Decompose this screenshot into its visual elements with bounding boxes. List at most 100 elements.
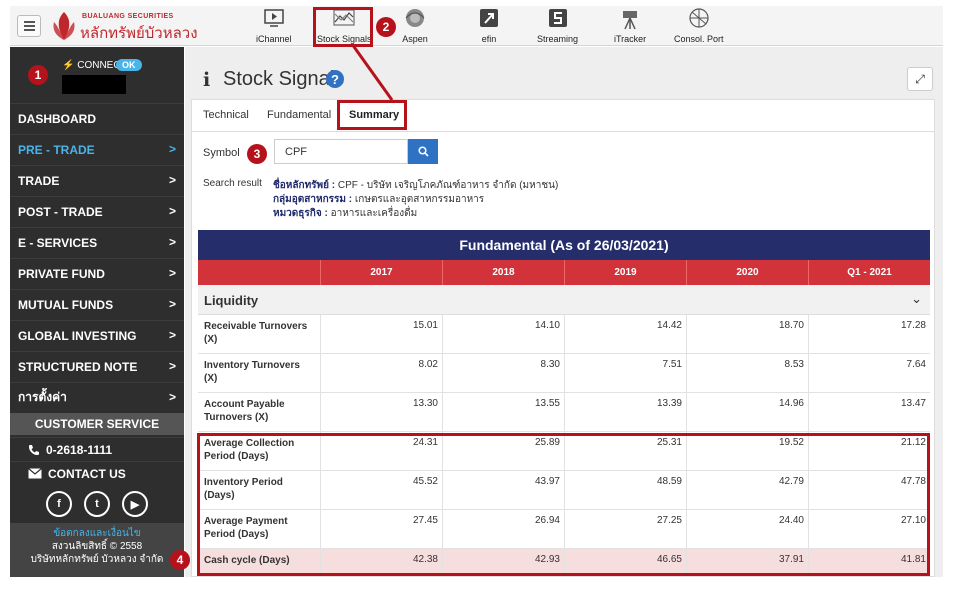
- chevron-down-icon: ⌄: [911, 291, 922, 306]
- tool-consol-port[interactable]: Consol. Port: [674, 8, 724, 44]
- column-header: 2019: [564, 260, 686, 285]
- table-row: Inventory Period (Days) 45.52 43.97 48.5…: [198, 471, 930, 510]
- page-title: Stock Signals: [223, 68, 345, 90]
- signals-icon: [333, 9, 355, 26]
- aspen-icon: [405, 9, 425, 27]
- company-text: บริษัทหลักทรัพย์ บัวหลวง จำกัด: [30, 554, 164, 565]
- main-content: i Stock Signals ? ⤢ Technical Fundamenta…: [185, 47, 943, 577]
- table-header-row: 2017 2018 2019 2020 Q1 - 2021: [198, 260, 930, 285]
- tool-label: Stock Signals: [317, 34, 372, 44]
- tab-fundamental[interactable]: Fundamental: [267, 109, 332, 121]
- search-result-industry: กลุ่มอุตสาหกรรม : เกษตรและอุตสาหกรรมอาหา…: [273, 194, 485, 205]
- search-icon: [417, 146, 429, 157]
- column-header: [198, 260, 320, 285]
- tool-label: Streaming: [537, 34, 579, 44]
- highlight-box-stock-signals: [313, 7, 373, 47]
- chevron-right-icon: >: [168, 204, 176, 218]
- brand-name-th: หลักทรัพย์บัวหลวง: [80, 25, 198, 42]
- search-button[interactable]: [408, 139, 438, 164]
- consol-port-icon: [689, 8, 709, 28]
- tool-label: Consol. Port: [674, 34, 724, 44]
- tool-aspen[interactable]: Aspen: [402, 8, 428, 44]
- tool-label: efin: [481, 34, 497, 44]
- chevron-right-icon: >: [168, 173, 176, 187]
- help-icon[interactable]: ?: [326, 70, 344, 88]
- sidebar-item-pre-trade[interactable]: PRE - TRADE >: [10, 134, 184, 164]
- sidebar-item-trade[interactable]: TRADE >: [10, 165, 184, 195]
- sidebar-footer: ข้อตกลงและเงื่อนไข สงวนลิขสิทธิ์ © 2558 …: [10, 523, 184, 577]
- tool-efin[interactable]: efin: [476, 8, 502, 44]
- tool-streaming[interactable]: Streaming: [537, 8, 578, 44]
- copyright-text: สงวนลิขสิทธิ์ © 2558: [51, 541, 143, 552]
- column-header: 2017: [320, 260, 442, 285]
- contact-us-link[interactable]: CONTACT US: [10, 461, 184, 485]
- callout-badge-1: 1: [28, 65, 48, 85]
- expand-button[interactable]: ⤢: [907, 67, 933, 91]
- sidebar: ⚡ CONNECT OK DASHBOARD PRE - TRADE > TRA…: [10, 47, 184, 577]
- sidebar-item-global-investing[interactable]: GLOBAL INVESTING >: [10, 320, 184, 350]
- customer-service-heading: CUSTOMER SERVICE: [10, 413, 184, 435]
- tabs-divider: [191, 131, 935, 132]
- brand-name-en: BUALUANG SECURITIES: [82, 13, 174, 20]
- sidebar-item-e-services[interactable]: E - SERVICES >: [10, 227, 184, 257]
- social-links: f t ▶: [10, 487, 184, 521]
- youtube-icon[interactable]: ▶: [122, 491, 148, 517]
- chevron-right-icon: >: [168, 297, 176, 311]
- column-header: Q1 - 2021: [808, 260, 930, 285]
- table-row: Account Payable Turnovers (X) 13.30 13.5…: [198, 393, 930, 432]
- tool-label: iTracker: [614, 34, 647, 44]
- sidebar-item-settings[interactable]: การตั้งค่า >: [10, 382, 184, 412]
- top-toolbar: BUALUANG SECURITIES หลักทรัพย์บัวหลวง iC…: [10, 6, 943, 46]
- chevron-right-icon: >: [168, 328, 176, 342]
- terms-link[interactable]: ข้อตกลงและเงื่อนไข: [53, 528, 141, 539]
- tab-technical[interactable]: Technical: [203, 109, 249, 121]
- brand-logo[interactable]: BUALUANG SECURITIES หลักทรัพย์บัวหลวง: [50, 9, 220, 43]
- search-result-sector: หมวดธุรกิจ : อาหารและเครื่องดื่ม: [273, 208, 418, 219]
- sidebar-item-private-fund[interactable]: PRIVATE FUND >: [10, 258, 184, 288]
- callout-badge-2: 2: [376, 17, 396, 37]
- column-header: 2020: [686, 260, 808, 285]
- efin-icon: [480, 9, 498, 27]
- sidebar-item-dashboard[interactable]: DASHBOARD: [10, 103, 184, 133]
- table-row: Average Collection Period (Days) 24.31 2…: [198, 432, 930, 471]
- fundamental-table: Fundamental (As of 26/03/2021) 2017 2018…: [198, 230, 930, 575]
- table-row: Average Payment Period (Days) 27.45 26.9…: [198, 510, 930, 549]
- callout-connector-line: [350, 44, 394, 101]
- table-row: Receivable Turnovers (X) 15.01 14.10 14.…: [198, 315, 930, 354]
- callout-badge-3: 3: [247, 144, 267, 164]
- chevron-right-icon: >: [168, 142, 176, 156]
- tool-ichannel[interactable]: iChannel: [256, 8, 292, 44]
- callout-badge-4: 4: [170, 550, 190, 570]
- tool-label: iChannel: [256, 34, 292, 44]
- redacted-user-block: [62, 75, 126, 94]
- streaming-icon: [548, 9, 567, 27]
- sidebar-item-post-trade[interactable]: POST - TRADE >: [10, 196, 184, 226]
- liquidity-section-toggle[interactable]: Liquidity ⌄: [198, 285, 930, 315]
- twitter-icon[interactable]: t: [84, 491, 110, 517]
- chevron-right-icon: >: [168, 390, 176, 404]
- tool-itracker[interactable]: iTracker: [614, 8, 646, 44]
- phone-link[interactable]: 0-2618-1111: [10, 437, 184, 461]
- chevron-right-icon: >: [168, 359, 176, 373]
- chevron-right-icon: >: [168, 235, 176, 249]
- tool-stock-signals[interactable]: Stock Signals: [317, 8, 372, 44]
- hamburger-menu-button[interactable]: [17, 15, 41, 37]
- highlight-box-summary-tab: [337, 100, 407, 130]
- section-title: Liquidity: [204, 293, 259, 308]
- tracker-icon: [623, 11, 638, 30]
- info-icon: i: [203, 69, 211, 91]
- lotus-logo-icon: [53, 12, 75, 40]
- facebook-icon[interactable]: f: [46, 491, 72, 517]
- envelope-icon: [28, 468, 42, 479]
- symbol-label: Symbol: [203, 147, 240, 159]
- phone-icon: [29, 444, 39, 455]
- column-header: 2018: [442, 260, 564, 285]
- symbol-input[interactable]: [274, 139, 408, 164]
- sidebar-item-structured-note[interactable]: STRUCTURED NOTE >: [10, 351, 184, 381]
- tab-summary[interactable]: Summary: [349, 109, 400, 121]
- sidebar-item-mutual-funds[interactable]: MUTUAL FUNDS >: [10, 289, 184, 319]
- connect-status-badge: OK: [116, 59, 142, 71]
- highlight-box-liquidity-rows: [197, 433, 930, 576]
- tool-label: Aspen: [402, 34, 428, 44]
- channel-icon: [264, 9, 284, 27]
